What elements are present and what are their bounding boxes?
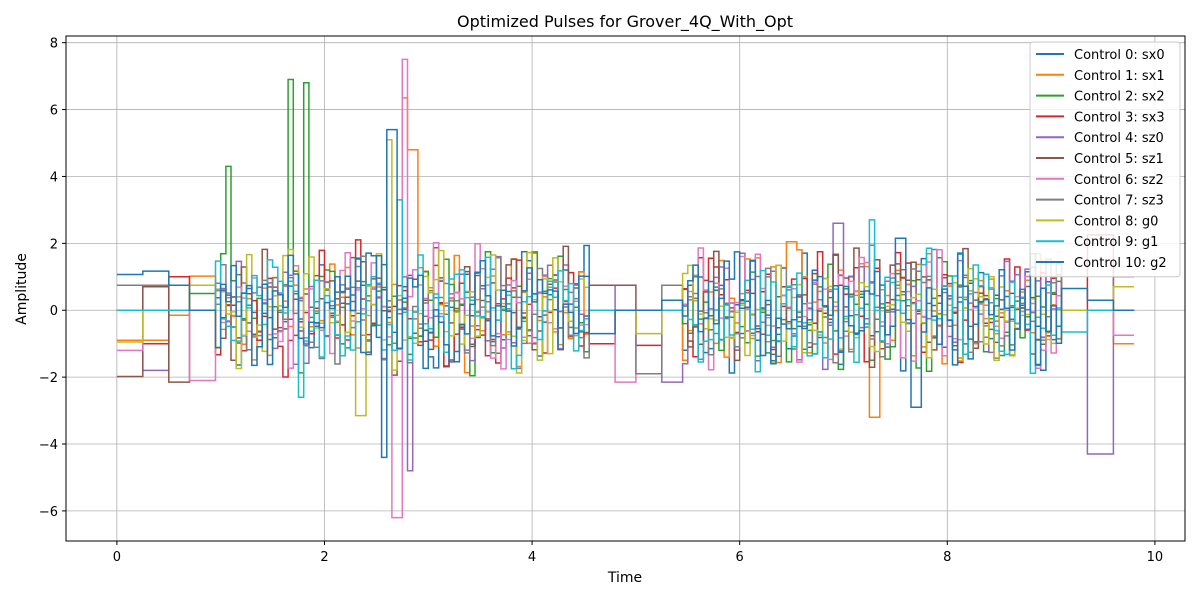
legend-label: Control 7: sz3 [1074, 194, 1164, 209]
x-tick-label: 4 [528, 550, 536, 565]
legend-label: Control 1: sx1 [1074, 69, 1165, 84]
series-line-sz1 [116, 245, 1135, 383]
y-tick-label: −4 [39, 438, 58, 453]
y-tick-label: 2 [50, 237, 58, 252]
legend-label: Control 0: sx0 [1074, 48, 1165, 63]
y-tick-label: 8 [50, 37, 58, 52]
plot-series-group [116, 58, 1135, 519]
series-line-g2 [116, 128, 1135, 459]
y-axis-label: Amplitude [14, 253, 30, 325]
legend-label: Control 3: sx3 [1074, 110, 1165, 125]
chart-title: Optimized Pulses for Grover_4Q_With_Opt [457, 12, 793, 32]
x-axis-label: Time [607, 570, 642, 586]
x-tick-label: 10 [1147, 550, 1164, 565]
legend-label: Control 2: sx2 [1074, 90, 1165, 105]
legend-label: Control 8: g0 [1074, 214, 1158, 229]
legend-label: Control 9: g1 [1074, 235, 1158, 250]
legend: Control 0: sx0 Control 1: sx1 Control 2: s… [1029, 41, 1181, 278]
axis-ticks: 0 2 4 6 8 10 −6 −4 −2 0 2 4 6 8 [39, 37, 1163, 565]
x-tick-label: 0 [113, 550, 121, 565]
y-tick-label: −6 [39, 505, 58, 520]
x-tick-label: 8 [943, 550, 951, 565]
y-tick-label: 6 [50, 104, 58, 119]
legend-label: Control 4: sz0 [1074, 131, 1164, 146]
y-tick-label: 0 [50, 304, 58, 319]
legend-box [1029, 41, 1181, 278]
x-tick-label: 6 [736, 550, 744, 565]
legend-label: Control 10: g2 [1074, 256, 1167, 271]
y-tick-label: −2 [39, 371, 58, 386]
legend-label: Control 6: sz2 [1074, 173, 1164, 188]
y-tick-label: 4 [50, 170, 58, 185]
x-tick-label: 2 [320, 550, 328, 565]
legend-label: Control 5: sz1 [1074, 152, 1164, 167]
plot-frame [65, 35, 1186, 542]
